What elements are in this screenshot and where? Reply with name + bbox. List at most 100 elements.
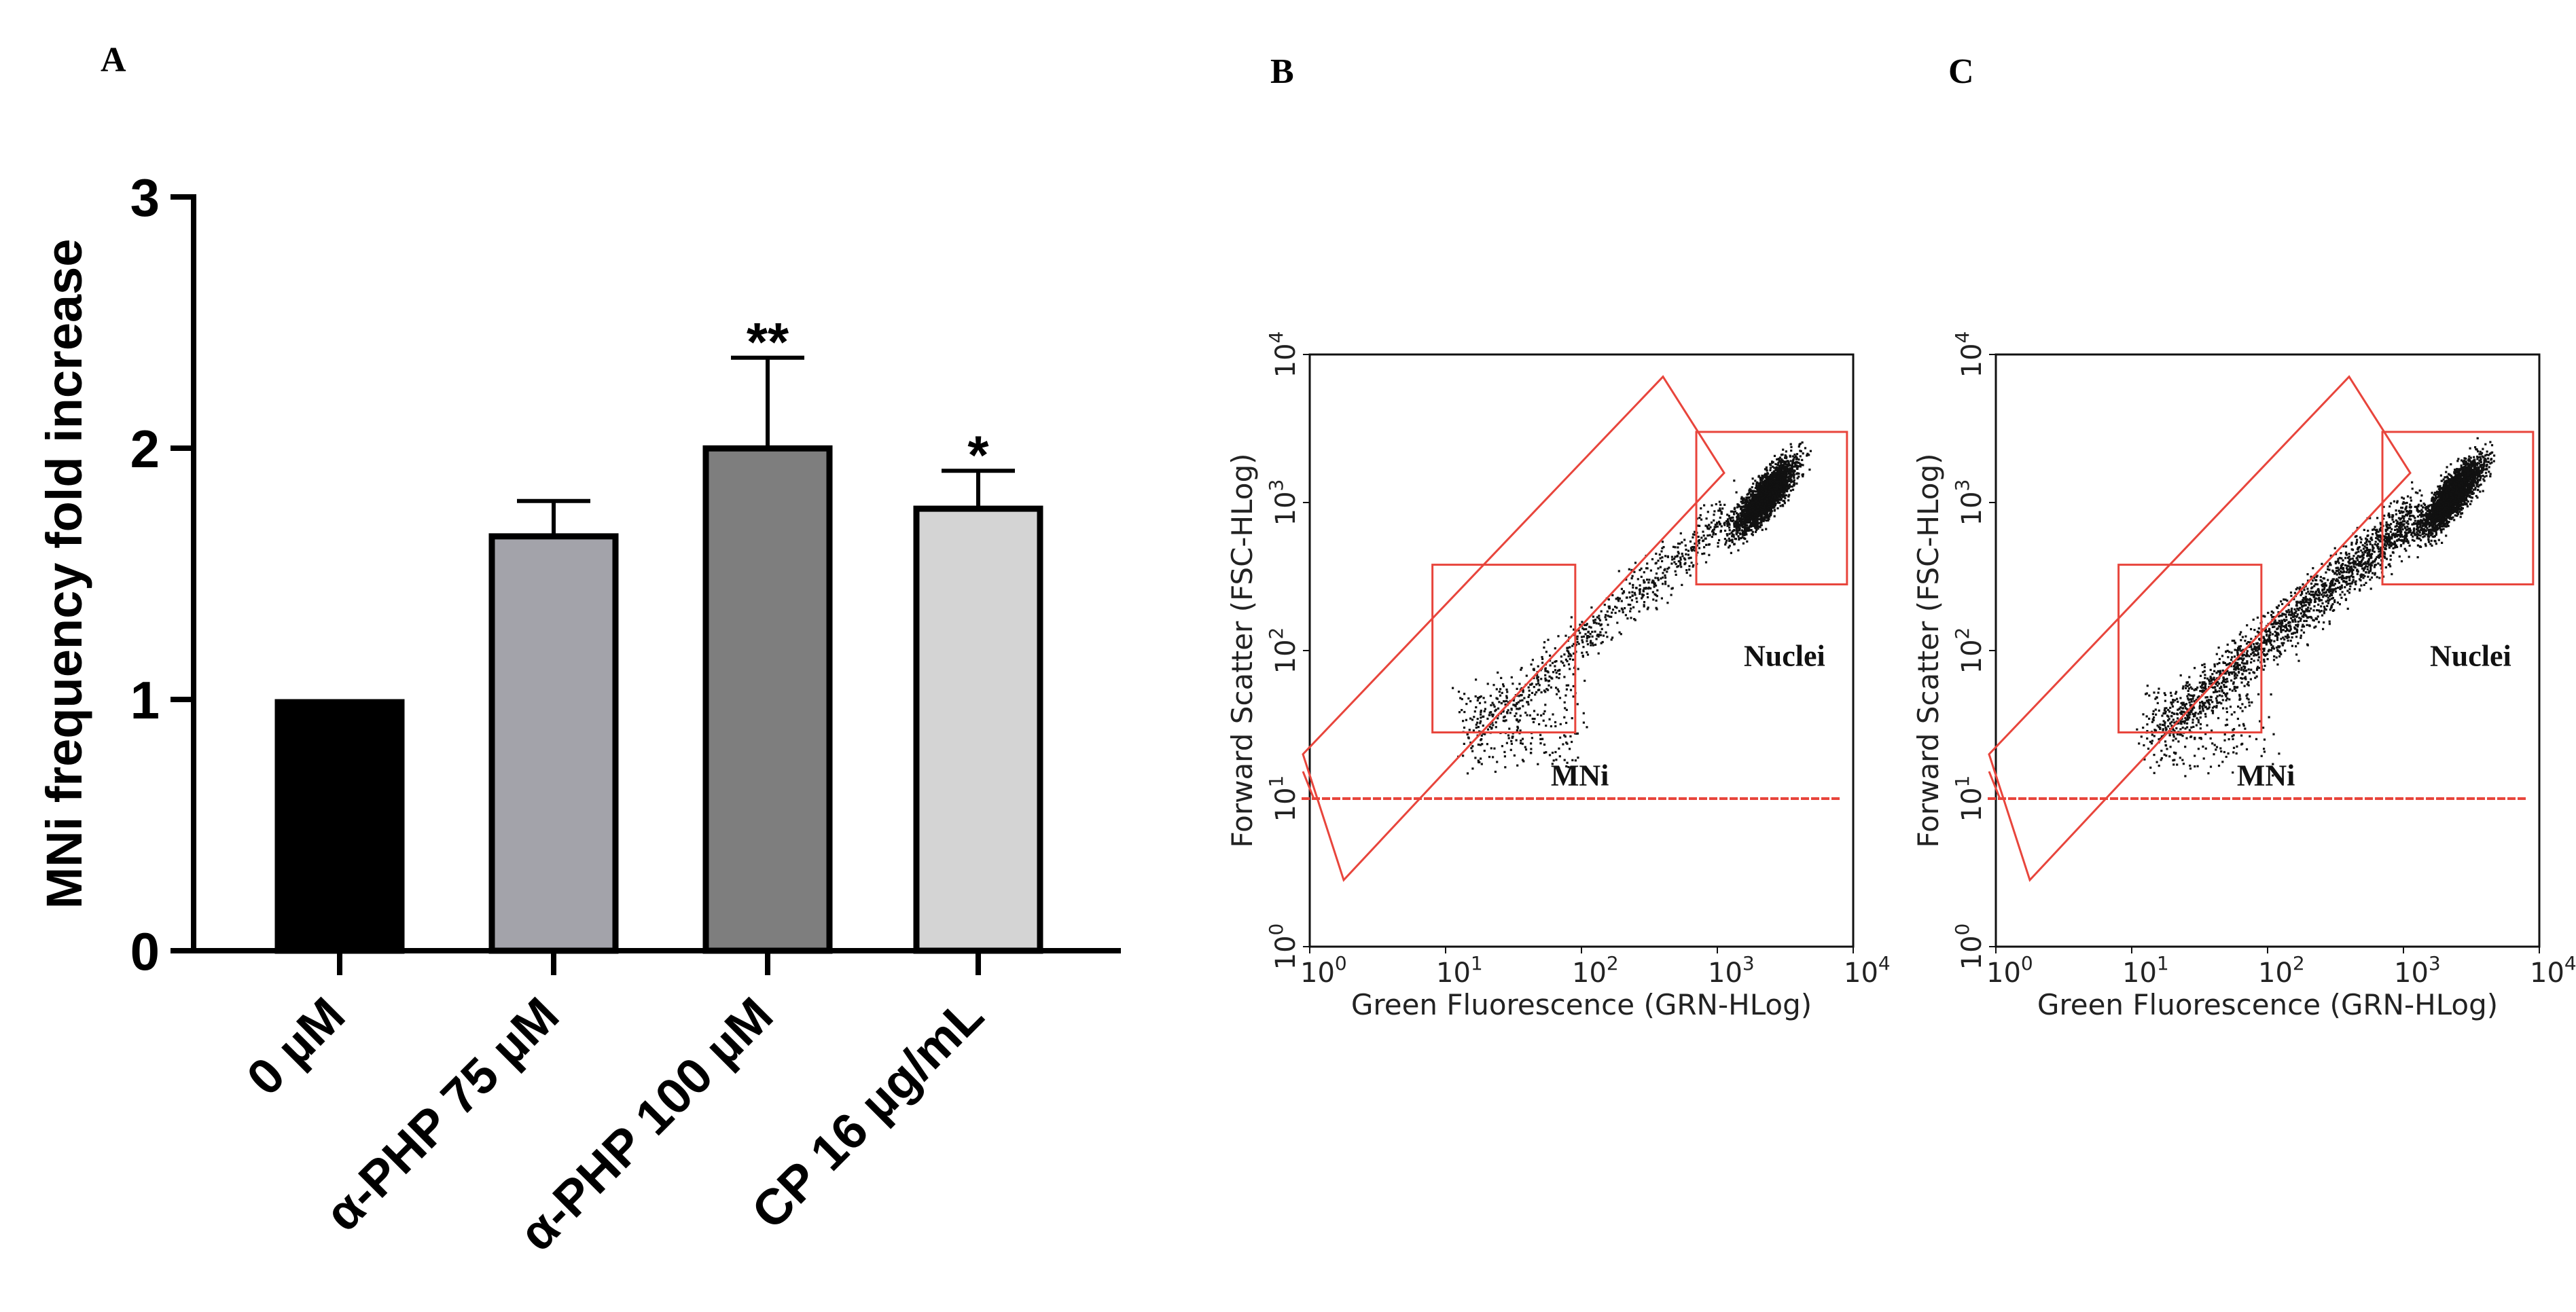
scatter-point bbox=[1533, 686, 1535, 689]
scatter-point bbox=[1541, 661, 1544, 664]
scatter-point bbox=[1576, 703, 1579, 706]
scatter-point bbox=[1496, 761, 1499, 763]
scatter-point bbox=[1773, 481, 1776, 484]
scatter-point bbox=[1760, 497, 1763, 500]
scatter-point bbox=[1761, 484, 1764, 486]
scatter-point bbox=[1798, 443, 1801, 446]
scatter-point bbox=[1793, 470, 1795, 473]
scatter-point bbox=[1633, 591, 1636, 594]
scatter-point bbox=[1763, 507, 1766, 510]
scatter-point bbox=[1759, 500, 1762, 503]
scatter-point bbox=[1484, 733, 1486, 735]
scatter-point bbox=[2433, 530, 2435, 532]
scatter-point bbox=[1776, 481, 1778, 484]
scatter-point bbox=[1753, 524, 1756, 526]
scatter-point bbox=[1761, 517, 1765, 521]
scatter-point bbox=[1489, 695, 1492, 697]
scatter-point bbox=[1791, 488, 1795, 491]
scatter-point bbox=[1758, 490, 1761, 493]
scatter-point bbox=[1660, 577, 1662, 580]
scatter-point bbox=[1765, 484, 1768, 487]
scatter-point bbox=[1783, 460, 1786, 463]
scatter-point bbox=[2485, 464, 2488, 468]
scatter-point bbox=[1681, 555, 1684, 558]
scatter-point bbox=[1741, 526, 1744, 528]
scatter-point bbox=[1469, 717, 1472, 720]
scatter-point bbox=[1482, 732, 1485, 735]
scatter-point bbox=[1745, 522, 1749, 524]
scatter-point bbox=[1789, 479, 1792, 482]
scatter-point bbox=[1661, 541, 1664, 543]
scatter-point bbox=[1503, 755, 1506, 758]
scatter-point bbox=[1748, 496, 1751, 499]
scatter-point bbox=[1567, 684, 1570, 687]
scatter-point bbox=[1744, 524, 1747, 527]
scatter-point bbox=[2435, 543, 2437, 545]
scatter-point bbox=[2471, 464, 2474, 467]
scatter-point bbox=[1761, 528, 1764, 531]
scatter-point bbox=[1572, 673, 1575, 676]
scatter-point bbox=[1755, 509, 1758, 512]
scatter-point bbox=[1691, 546, 1694, 549]
scatter-point bbox=[1778, 472, 1781, 475]
scatter-point bbox=[1734, 510, 1737, 513]
scatter-point bbox=[1586, 653, 1590, 656]
scatter-point bbox=[1756, 481, 1759, 484]
scatter-point bbox=[1754, 530, 1757, 533]
scatter-point bbox=[2432, 522, 2435, 525]
scatter-point bbox=[1784, 485, 1787, 488]
scatter-point bbox=[1469, 742, 1472, 744]
scatter-point bbox=[1685, 553, 1687, 555]
scatter-point bbox=[1504, 703, 1507, 706]
scatter-point bbox=[1522, 691, 1524, 693]
scatter-point bbox=[1766, 496, 1769, 498]
scatter-point bbox=[1770, 503, 1772, 505]
scatter-point bbox=[1713, 510, 1716, 513]
scatter-point bbox=[1563, 701, 1566, 704]
scatter-point bbox=[1622, 608, 1624, 611]
scatter-point bbox=[1733, 522, 1736, 525]
scatter-point bbox=[1586, 623, 1588, 625]
scatter-point bbox=[1689, 556, 1692, 560]
scatter-point bbox=[1683, 563, 1686, 566]
scatter-point bbox=[1782, 448, 1785, 451]
scatter-point bbox=[1768, 494, 1770, 496]
scatter-point bbox=[1523, 697, 1526, 699]
scatter-point bbox=[1740, 496, 1743, 498]
scatter-point bbox=[1772, 471, 1776, 474]
scatter-point bbox=[1500, 702, 1503, 705]
scatter-point bbox=[1790, 450, 1793, 452]
scatter-point bbox=[1726, 524, 1729, 528]
scatter-point bbox=[1750, 500, 1753, 503]
scatter-point bbox=[1759, 526, 1761, 528]
scatter-point bbox=[2469, 474, 2471, 477]
scatter-point bbox=[1731, 539, 1734, 541]
scatter-point bbox=[1742, 537, 1746, 540]
scatter-point bbox=[1639, 568, 1641, 572]
scatter-point bbox=[1783, 477, 1785, 479]
scatter-point bbox=[1692, 565, 1694, 568]
scatter-point bbox=[2431, 544, 2433, 547]
scatter-point bbox=[1776, 487, 1779, 490]
scatter-point bbox=[1747, 528, 1749, 530]
scatter-point bbox=[1797, 475, 1800, 478]
scatter-point bbox=[1501, 691, 1503, 694]
scatter-point bbox=[1514, 705, 1517, 708]
scatter-point bbox=[1795, 482, 1798, 485]
scatter-point bbox=[1630, 568, 1633, 571]
scatter-point bbox=[1480, 716, 1482, 719]
scatter-point bbox=[1753, 503, 1756, 506]
scatter-point bbox=[1676, 554, 1679, 557]
scatter-point bbox=[1471, 767, 1474, 770]
scatter-point bbox=[1542, 712, 1545, 715]
scatter-point bbox=[1700, 518, 1703, 521]
scatter-point bbox=[1581, 639, 1584, 642]
scatter-point bbox=[1628, 591, 1631, 594]
scatter-point bbox=[1747, 492, 1750, 495]
scatter-point bbox=[1592, 619, 1595, 622]
scatter-point bbox=[1608, 606, 1611, 609]
scatter-point bbox=[1739, 512, 1742, 515]
scatter-point bbox=[1655, 606, 1658, 609]
scatter-point bbox=[1779, 481, 1782, 484]
scatter-point bbox=[1647, 581, 1650, 584]
